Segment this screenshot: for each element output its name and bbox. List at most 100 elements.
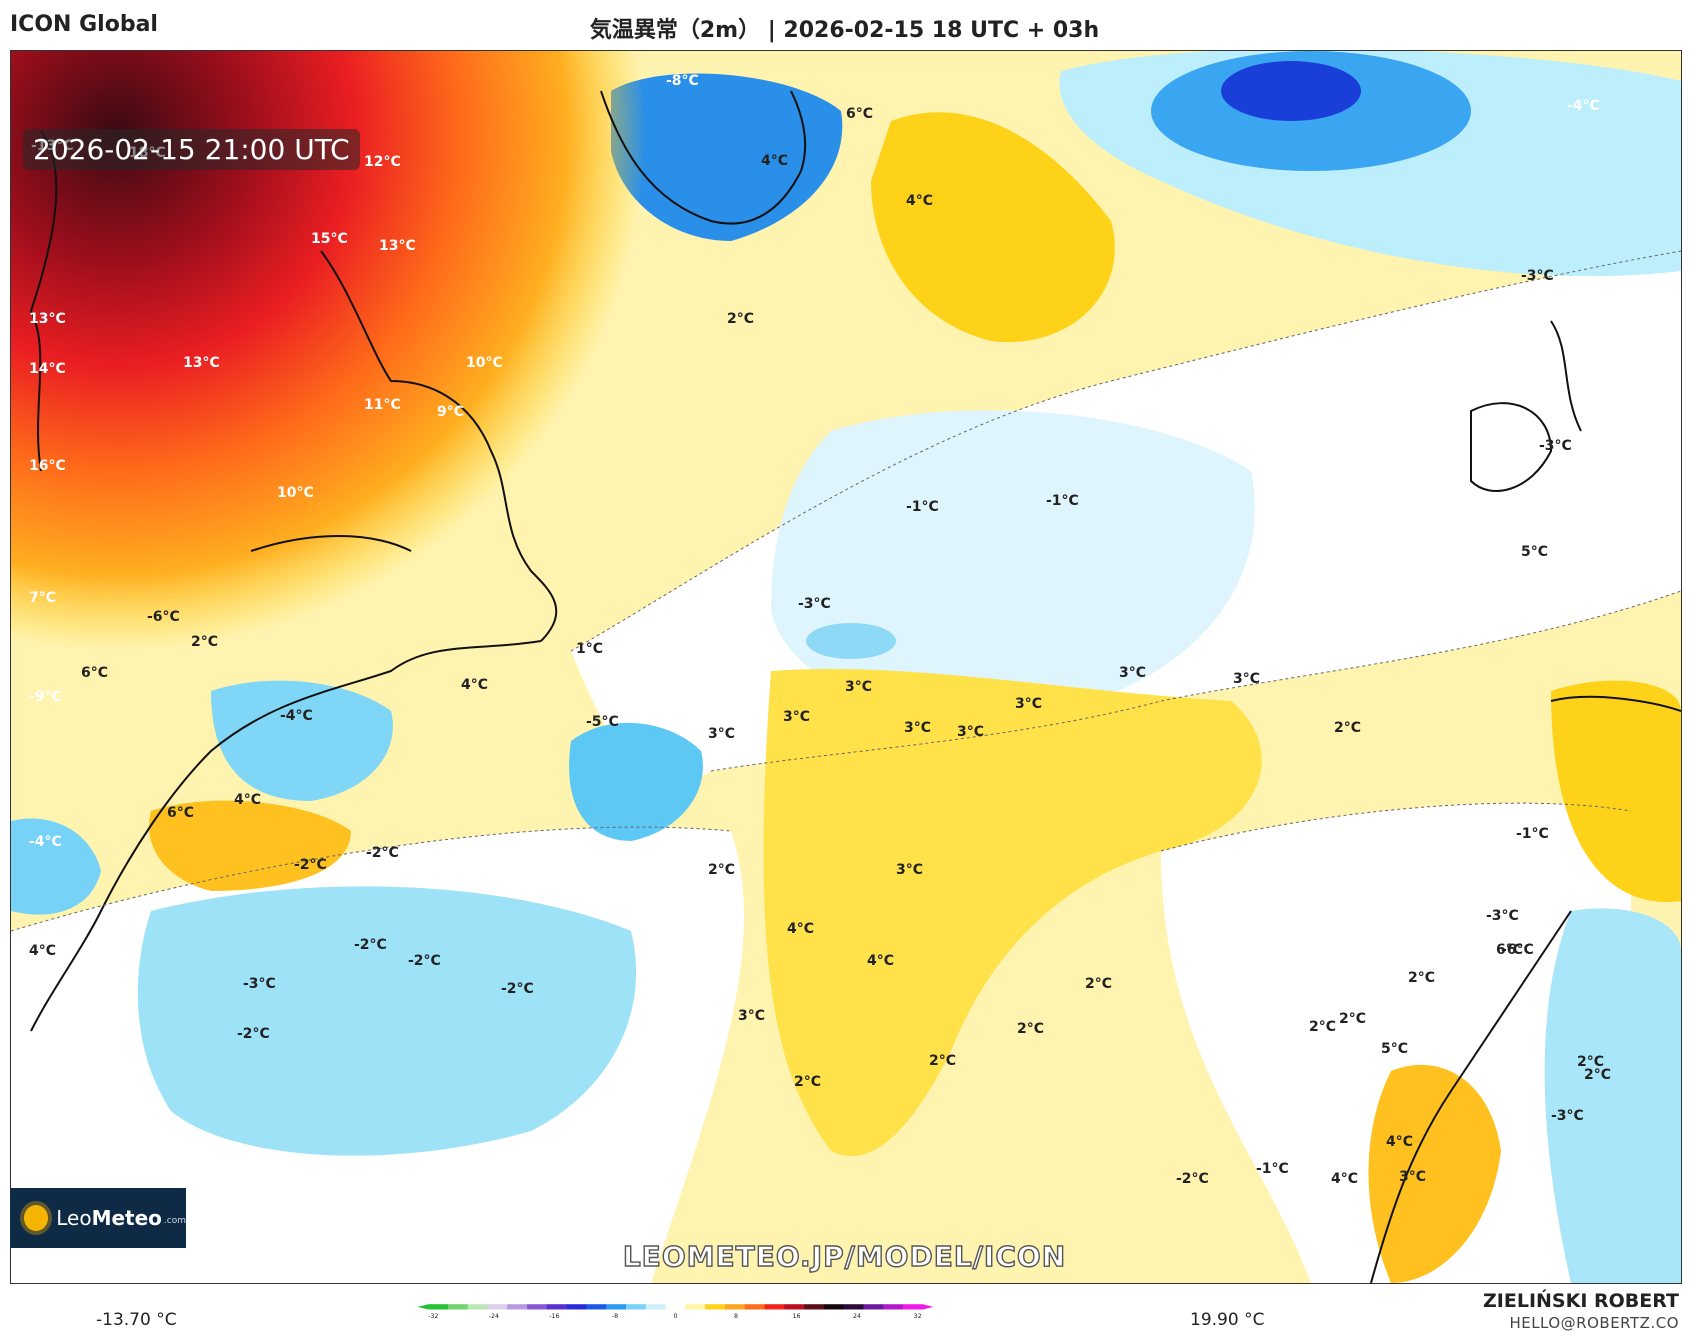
- temperature-label: 3°C: [1015, 696, 1042, 712]
- temperature-label: 2°C: [1334, 720, 1361, 736]
- temperature-label: -1°C: [1256, 1161, 1289, 1177]
- colorbar-cell: [843, 1304, 864, 1310]
- temperature-label: 3°C: [1233, 671, 1260, 687]
- temperature-label: 2°C: [1584, 1067, 1611, 1083]
- colorbar-cell: [428, 1304, 449, 1310]
- colorbar-cell: [626, 1304, 647, 1310]
- watermark-url: LEOMETEO.JP/MODEL/ICON: [622, 1239, 1067, 1273]
- temperature-label: 10°C: [466, 355, 503, 371]
- temperature-label: 4°C: [1386, 1134, 1413, 1150]
- temperature-label: 2°C: [1339, 1011, 1366, 1027]
- colorbar-cell: [645, 1304, 666, 1310]
- map-canvas: -8°C6°C-4°C-13°C18°C12°C4°C4°C15°C13°C-3…: [11, 51, 1681, 1283]
- colorbar-tick-label: -32: [428, 1313, 438, 1320]
- coastlines: [29, 90, 1681, 1283]
- temperature-label: 14°C: [29, 361, 66, 377]
- temperature-label: 6°C: [81, 665, 108, 681]
- temperature-label: -2°C: [366, 845, 399, 861]
- temperature-label: 2°C: [794, 1074, 821, 1090]
- colorbar-cell: [467, 1304, 488, 1310]
- temperature-label: 3°C: [738, 1008, 765, 1024]
- warm-patch-central: [763, 668, 1262, 1157]
- colorbar-cell: [685, 1304, 706, 1310]
- temperature-label: -8°C: [666, 73, 699, 89]
- temperature-label: -2°C: [237, 1026, 270, 1042]
- colorbar-cell: [784, 1304, 805, 1310]
- colorbar-cell: [527, 1304, 548, 1310]
- temperature-labels: -8°C6°C-4°C-13°C18°C12°C4°C4°C15°C13°C-3…: [29, 73, 1611, 1187]
- temperature-label: 13°C: [183, 355, 220, 371]
- temperature-label: 13°C: [29, 311, 66, 327]
- temperature-label: -4°C: [1567, 98, 1600, 114]
- temperature-label: 3°C: [1119, 665, 1146, 681]
- temperature-label: 2°C: [1017, 1021, 1044, 1037]
- leometeo-logo: LeoMeteo .com: [10, 1188, 186, 1248]
- temperature-label: 2°C: [727, 311, 754, 327]
- colorbar-cell: [447, 1304, 468, 1310]
- temperature-label: -2°C: [354, 937, 387, 953]
- temperature-label: 15°C: [311, 231, 348, 247]
- temperature-label: 5°C: [1521, 544, 1548, 560]
- colorbar-cell: [586, 1304, 607, 1310]
- temperature-label: 4°C: [234, 792, 261, 808]
- temperature-label: 12°C: [364, 154, 401, 170]
- temperature-label: -9°C: [29, 689, 62, 705]
- colorbar-cell: [744, 1304, 765, 1310]
- colorbar-max-label: 19.90 °C: [1190, 1310, 1265, 1330]
- temperature-label: 6°C: [846, 106, 873, 122]
- temperature-label: 4°C: [787, 921, 814, 937]
- colorbar-cell: [665, 1304, 686, 1310]
- warm-patch-morocco: [1368, 1064, 1501, 1283]
- temperature-label: -1°C: [906, 499, 939, 515]
- temperature-label: -3°C: [243, 976, 276, 992]
- colorbar-cell: [764, 1304, 785, 1310]
- temperature-label: 2°C: [1085, 976, 1112, 992]
- colorbar-min-arrow: [417, 1304, 429, 1310]
- temperature-label: 2°C: [1408, 970, 1435, 986]
- colorbar-cell: [487, 1304, 508, 1310]
- colorbar-tick-label: 8: [734, 1313, 738, 1320]
- colorbar-cell: [546, 1304, 567, 1310]
- temperature-label: -1°C: [1046, 493, 1079, 509]
- heat-anomaly-north-america: [11, 51, 717, 741]
- temperature-label: 4°C: [29, 943, 56, 959]
- warm-patch-coast: [149, 800, 351, 891]
- colorbar-cell: [863, 1304, 884, 1310]
- temperature-label: -2°C: [294, 857, 327, 873]
- temperature-label: 4°C: [1331, 1171, 1358, 1187]
- colorbar-cell: [883, 1304, 904, 1310]
- colorbar-tick-label: 32: [914, 1313, 922, 1320]
- temperature-label: 4°C: [461, 677, 488, 693]
- temperature-label: -2°C: [1176, 1171, 1209, 1187]
- temperature-label: 1°C: [576, 641, 603, 657]
- sun-icon: [24, 1205, 49, 1231]
- temperature-label: 4°C: [906, 193, 933, 209]
- author-name: ZIELIŃSKI ROBERT: [1483, 1290, 1679, 1312]
- colorbar-tick-label: 16: [793, 1313, 801, 1320]
- temperature-anomaly-map: -8°C6°C-4°C-13°C18°C12°C4°C4°C15°C13°C-3…: [10, 50, 1682, 1284]
- temperature-label: -3°C: [1551, 1108, 1584, 1124]
- author-email: HELLO@ROBERTZ.CO: [1509, 1314, 1679, 1332]
- temperature-label: 16°C: [29, 458, 66, 474]
- temperature-label: 11°C: [364, 397, 401, 413]
- temperature-label: -4°C: [280, 708, 313, 724]
- map-title: 気温異常（2m） | 2026-02-15 18 UTC + 03h: [589, 18, 1100, 43]
- colorbar-cell: [823, 1304, 844, 1310]
- cold-patch-africa: [1544, 908, 1681, 1283]
- contour-lines: [11, 250, 1681, 932]
- temperature-label: 3°C: [1399, 1169, 1426, 1185]
- warm-patch-iberia: [1551, 680, 1681, 903]
- colorbar-tick-label: -8: [612, 1313, 618, 1320]
- temperature-label: 2°C: [708, 862, 735, 878]
- temperature-label: 3°C: [957, 724, 984, 740]
- cold-patch-small: [806, 623, 896, 659]
- neutral-south-east: [1161, 803, 1631, 1283]
- colorbar-cell: [903, 1304, 924, 1310]
- colorbar-tick-label: -24: [489, 1313, 499, 1320]
- cold-patch-southwest: [137, 886, 637, 1156]
- temperature-label: 9°C: [437, 404, 464, 420]
- temperature-label: 3°C: [783, 709, 810, 725]
- model-name: ICON Global: [10, 12, 158, 37]
- temperature-label: -4°C: [29, 834, 62, 850]
- valid-time: 2026-02-15 21:00 UTC: [23, 129, 360, 170]
